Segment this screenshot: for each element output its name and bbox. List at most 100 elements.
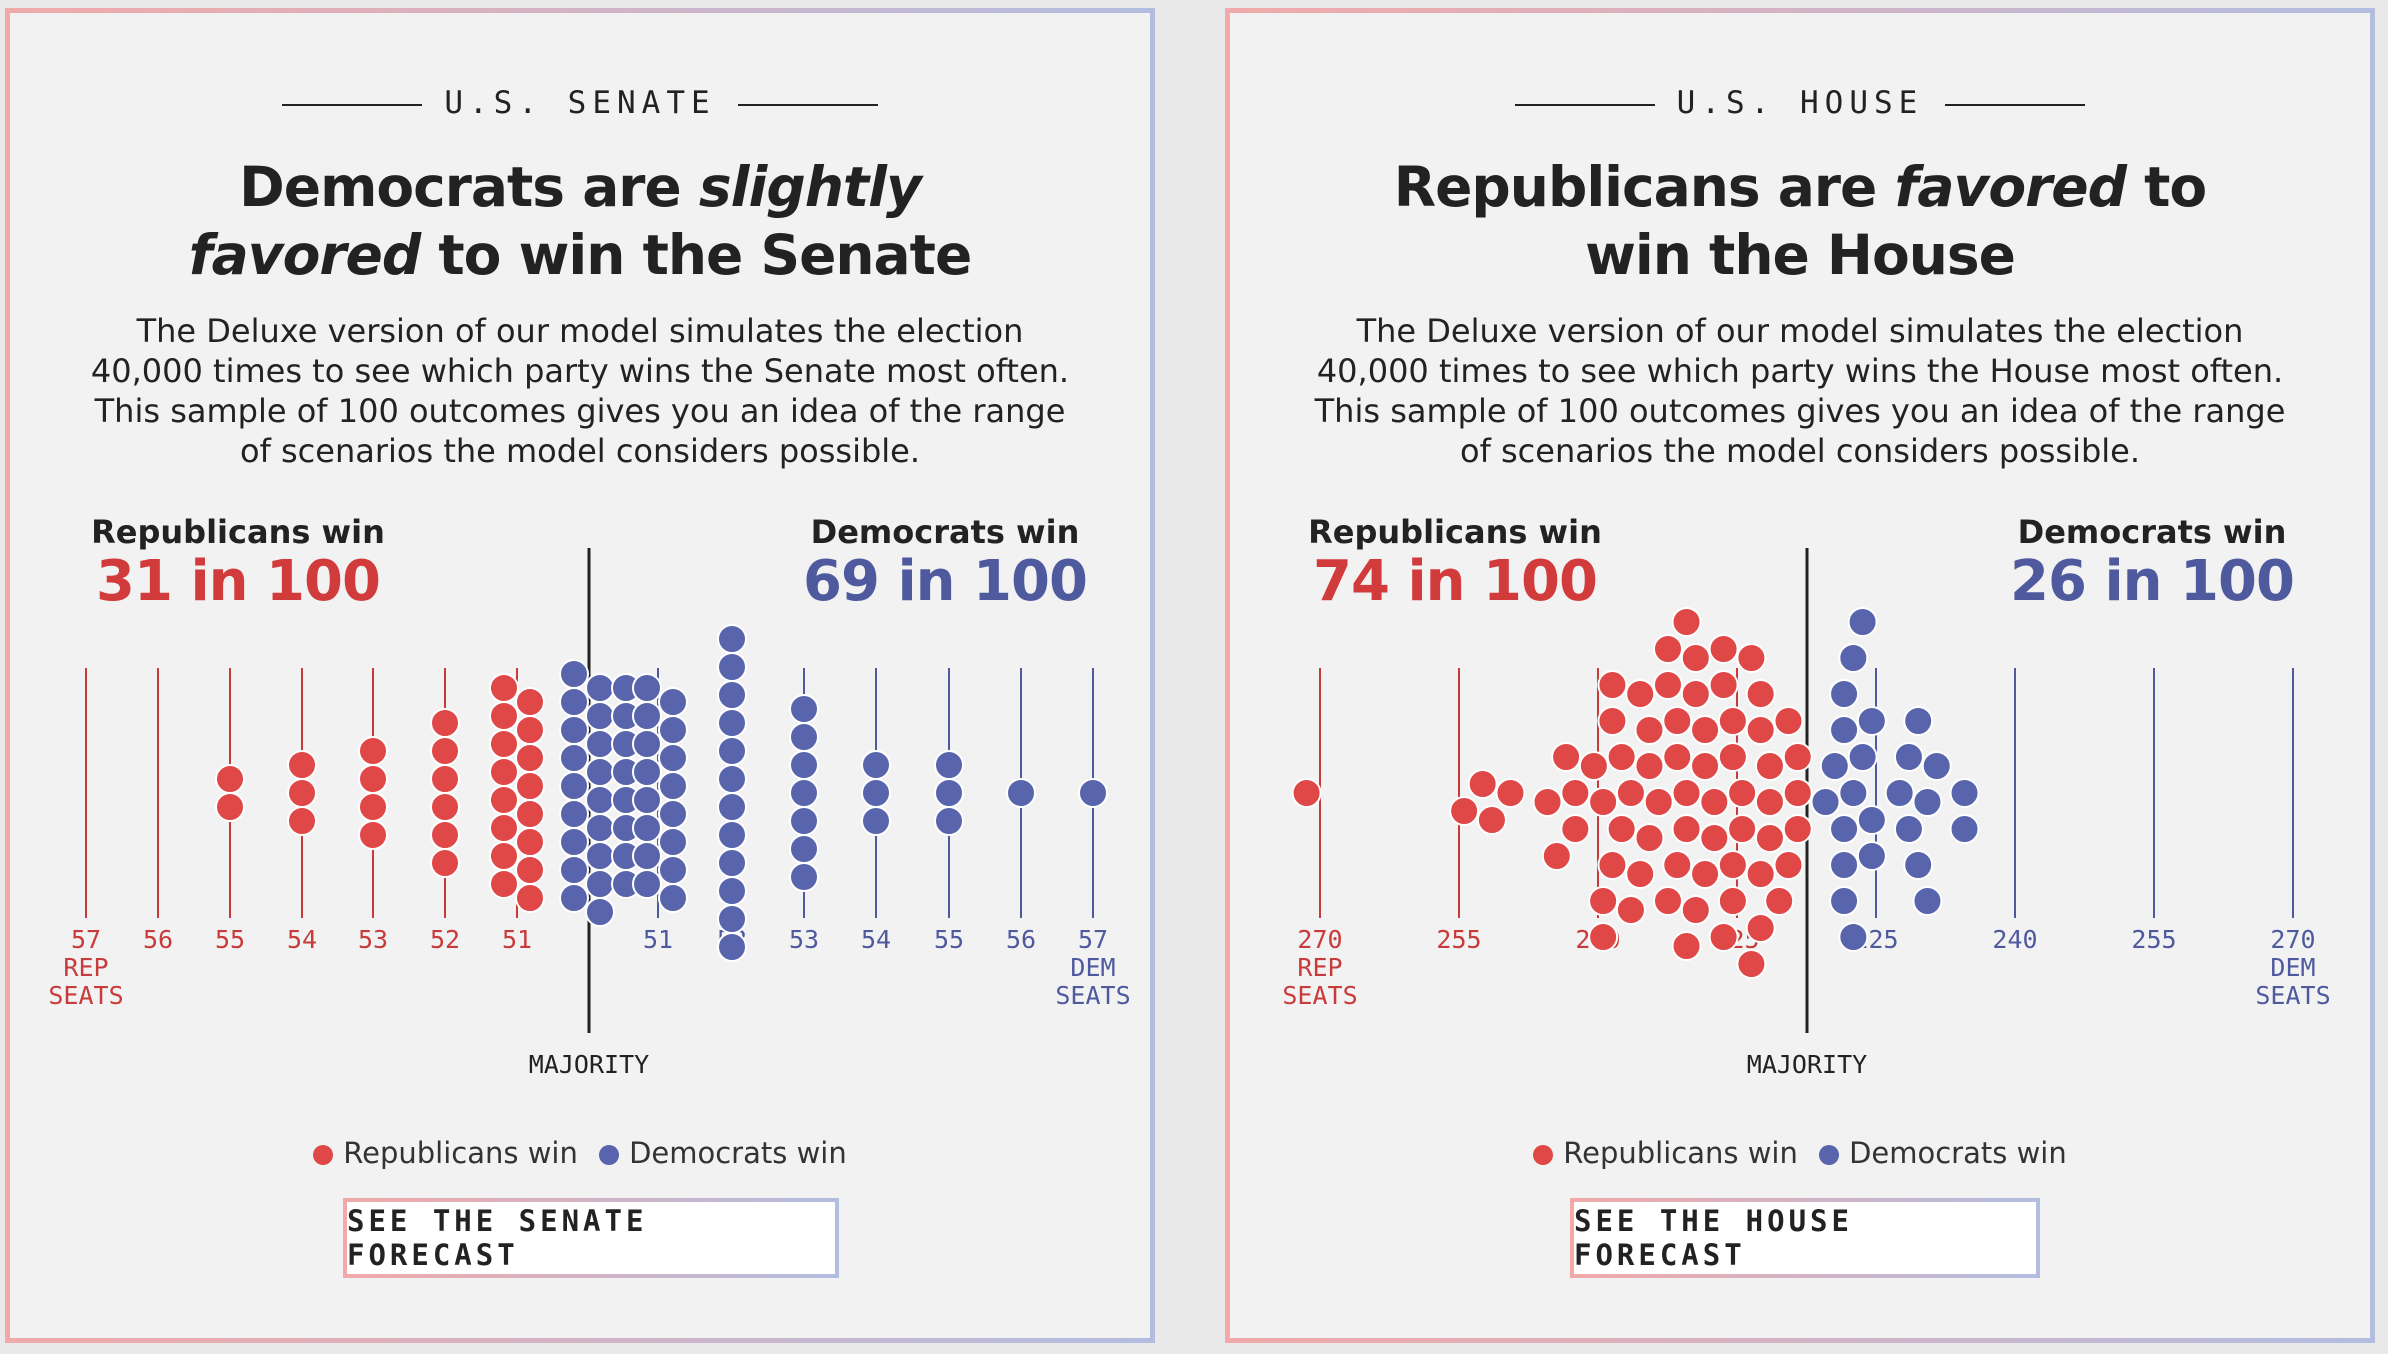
rep-outcome-dot [1717, 886, 1748, 916]
rep-outcome-dot [1708, 670, 1739, 700]
dem-outcome-dot [632, 757, 662, 787]
kicker-rule-left [282, 103, 423, 106]
dem-outcome-dot [717, 652, 747, 682]
dem-outcome-dot [559, 883, 589, 913]
dem-outcome-dot [717, 708, 747, 738]
tick-sub-label: REP [63, 953, 108, 982]
dem-outcome-dot [717, 932, 747, 962]
rep-outcome-dot [1634, 823, 1665, 853]
rep-outcome-dot [1634, 751, 1665, 781]
rep-outcome-dot [1690, 715, 1721, 745]
rep-outcome-dot [287, 750, 317, 780]
rep-outcome-dot [1662, 742, 1693, 772]
house-dem-value: 26 in 100 [2010, 549, 2295, 614]
tick-label: 53 [789, 925, 819, 954]
tick-sub-label: SEATS [2255, 981, 2330, 1010]
rep-outcome-dot [1606, 742, 1637, 772]
dem-outcome-dot [1819, 751, 1850, 781]
dem-outcome-dot [585, 729, 615, 759]
rep-outcome-dot [1699, 787, 1730, 817]
dem-outcome-dot [717, 680, 747, 710]
rep-outcome-dot [1727, 814, 1758, 844]
dem-outcome-dot [789, 778, 819, 808]
house-forecast-button[interactable]: SEE THE HOUSE FORECAST [1570, 1198, 2040, 1278]
dem-outcome-dot [789, 750, 819, 780]
house-rep-value: 74 in 100 [1313, 549, 1598, 614]
dem-outcome-dot [789, 834, 819, 864]
rep-outcome-dot [1671, 931, 1702, 961]
rep-outcome-dot [430, 792, 460, 822]
dem-outcome-dot [717, 820, 747, 850]
rep-outcome-dot [1625, 859, 1656, 889]
dem-outcome-dot [559, 827, 589, 857]
rep-outcome-dot [1671, 814, 1702, 844]
dem-outcome-dot [658, 827, 688, 857]
rep-outcome-dot [1782, 742, 1813, 772]
rep-outcome-dot [430, 820, 460, 850]
dem-outcome-dot [1921, 751, 1952, 781]
rep-outcome-dot [358, 736, 388, 766]
rep-outcome-dot [215, 792, 245, 822]
legend-dem-label: Democrats win [1849, 1136, 2067, 1170]
dem-outcome-dot [1856, 841, 1887, 871]
senate-kicker: U.S. SENATE [10, 85, 1150, 121]
tick-label: 54 [287, 925, 317, 954]
dem-outcome-dot [1829, 850, 1860, 880]
rep-outcome-dot [1773, 706, 1804, 736]
rep-outcome-dot [1736, 949, 1767, 979]
legend-dem-dot [599, 1145, 620, 1165]
legend-rep-label: Republicans win [1563, 1136, 1798, 1170]
dem-outcome-dot [585, 897, 615, 927]
rep-outcome-dot [1560, 814, 1591, 844]
dem-outcome-dot [789, 722, 819, 752]
rep-outcome-dot [1467, 769, 1498, 799]
rep-outcome-dot [515, 799, 545, 829]
dem-outcome-dot [861, 778, 891, 808]
senate-dek: The Deluxe version of our model simulate… [90, 312, 1070, 470]
rep-outcome-dot [1717, 742, 1748, 772]
tick-sub-label: SEATS [1282, 981, 1357, 1010]
legend-item-rep: Republicans win [1533, 1136, 1798, 1170]
house-headline-em: favored [1894, 155, 2126, 219]
kicker-rule-right [737, 103, 878, 106]
tick-label: 255 [1436, 925, 1481, 954]
kicker-rule-right [1945, 103, 2086, 106]
rep-outcome-dot [1578, 751, 1609, 781]
dem-outcome-dot [585, 869, 615, 899]
dem-outcome-dot [585, 785, 615, 815]
tick-label: 52 [430, 925, 460, 954]
rep-outcome-dot [1597, 706, 1628, 736]
dem-outcome-dot [559, 771, 589, 801]
senate-forecast-button[interactable]: SEE THE SENATE FORECAST [343, 1198, 839, 1278]
rep-outcome-dot [1560, 778, 1591, 808]
dem-outcome-dot [789, 694, 819, 724]
rep-outcome-dot [489, 785, 519, 815]
legend-item-rep: Republicans win [313, 1136, 578, 1170]
house-headline: Republicans are favored to win the House [1380, 153, 2220, 289]
rep-outcome-dot [1643, 787, 1674, 817]
dem-outcome-dot [717, 904, 747, 934]
dem-outcome-dot [1829, 886, 1860, 916]
tick-label: 55 [215, 925, 245, 954]
dem-outcome-dot [559, 855, 589, 885]
tick-label: 57 [1078, 925, 1108, 954]
rep-outcome-dot [1551, 742, 1582, 772]
tick-sub-label: DEM [1070, 953, 1115, 982]
dem-outcome-dot [717, 848, 747, 878]
dem-outcome-dot [585, 673, 615, 703]
senate-kicker-text: U.S. SENATE [444, 85, 716, 121]
dem-outcome-dot [1078, 778, 1108, 808]
dem-outcome-dot [1912, 787, 1943, 817]
rep-outcome-dot [515, 771, 545, 801]
rep-outcome-dot [1736, 643, 1767, 673]
rep-outcome-dot [430, 764, 460, 794]
rep-outcome-dot [489, 757, 519, 787]
dem-outcome-dot [632, 785, 662, 815]
dem-outcome-dot [1893, 742, 1924, 772]
rep-outcome-dot [1588, 787, 1619, 817]
tick-label: 51 [643, 925, 673, 954]
dem-outcome-dot [934, 778, 964, 808]
rep-outcome-dot [358, 820, 388, 850]
dem-outcome-dot [717, 876, 747, 906]
tick-label: 51 [502, 925, 532, 954]
